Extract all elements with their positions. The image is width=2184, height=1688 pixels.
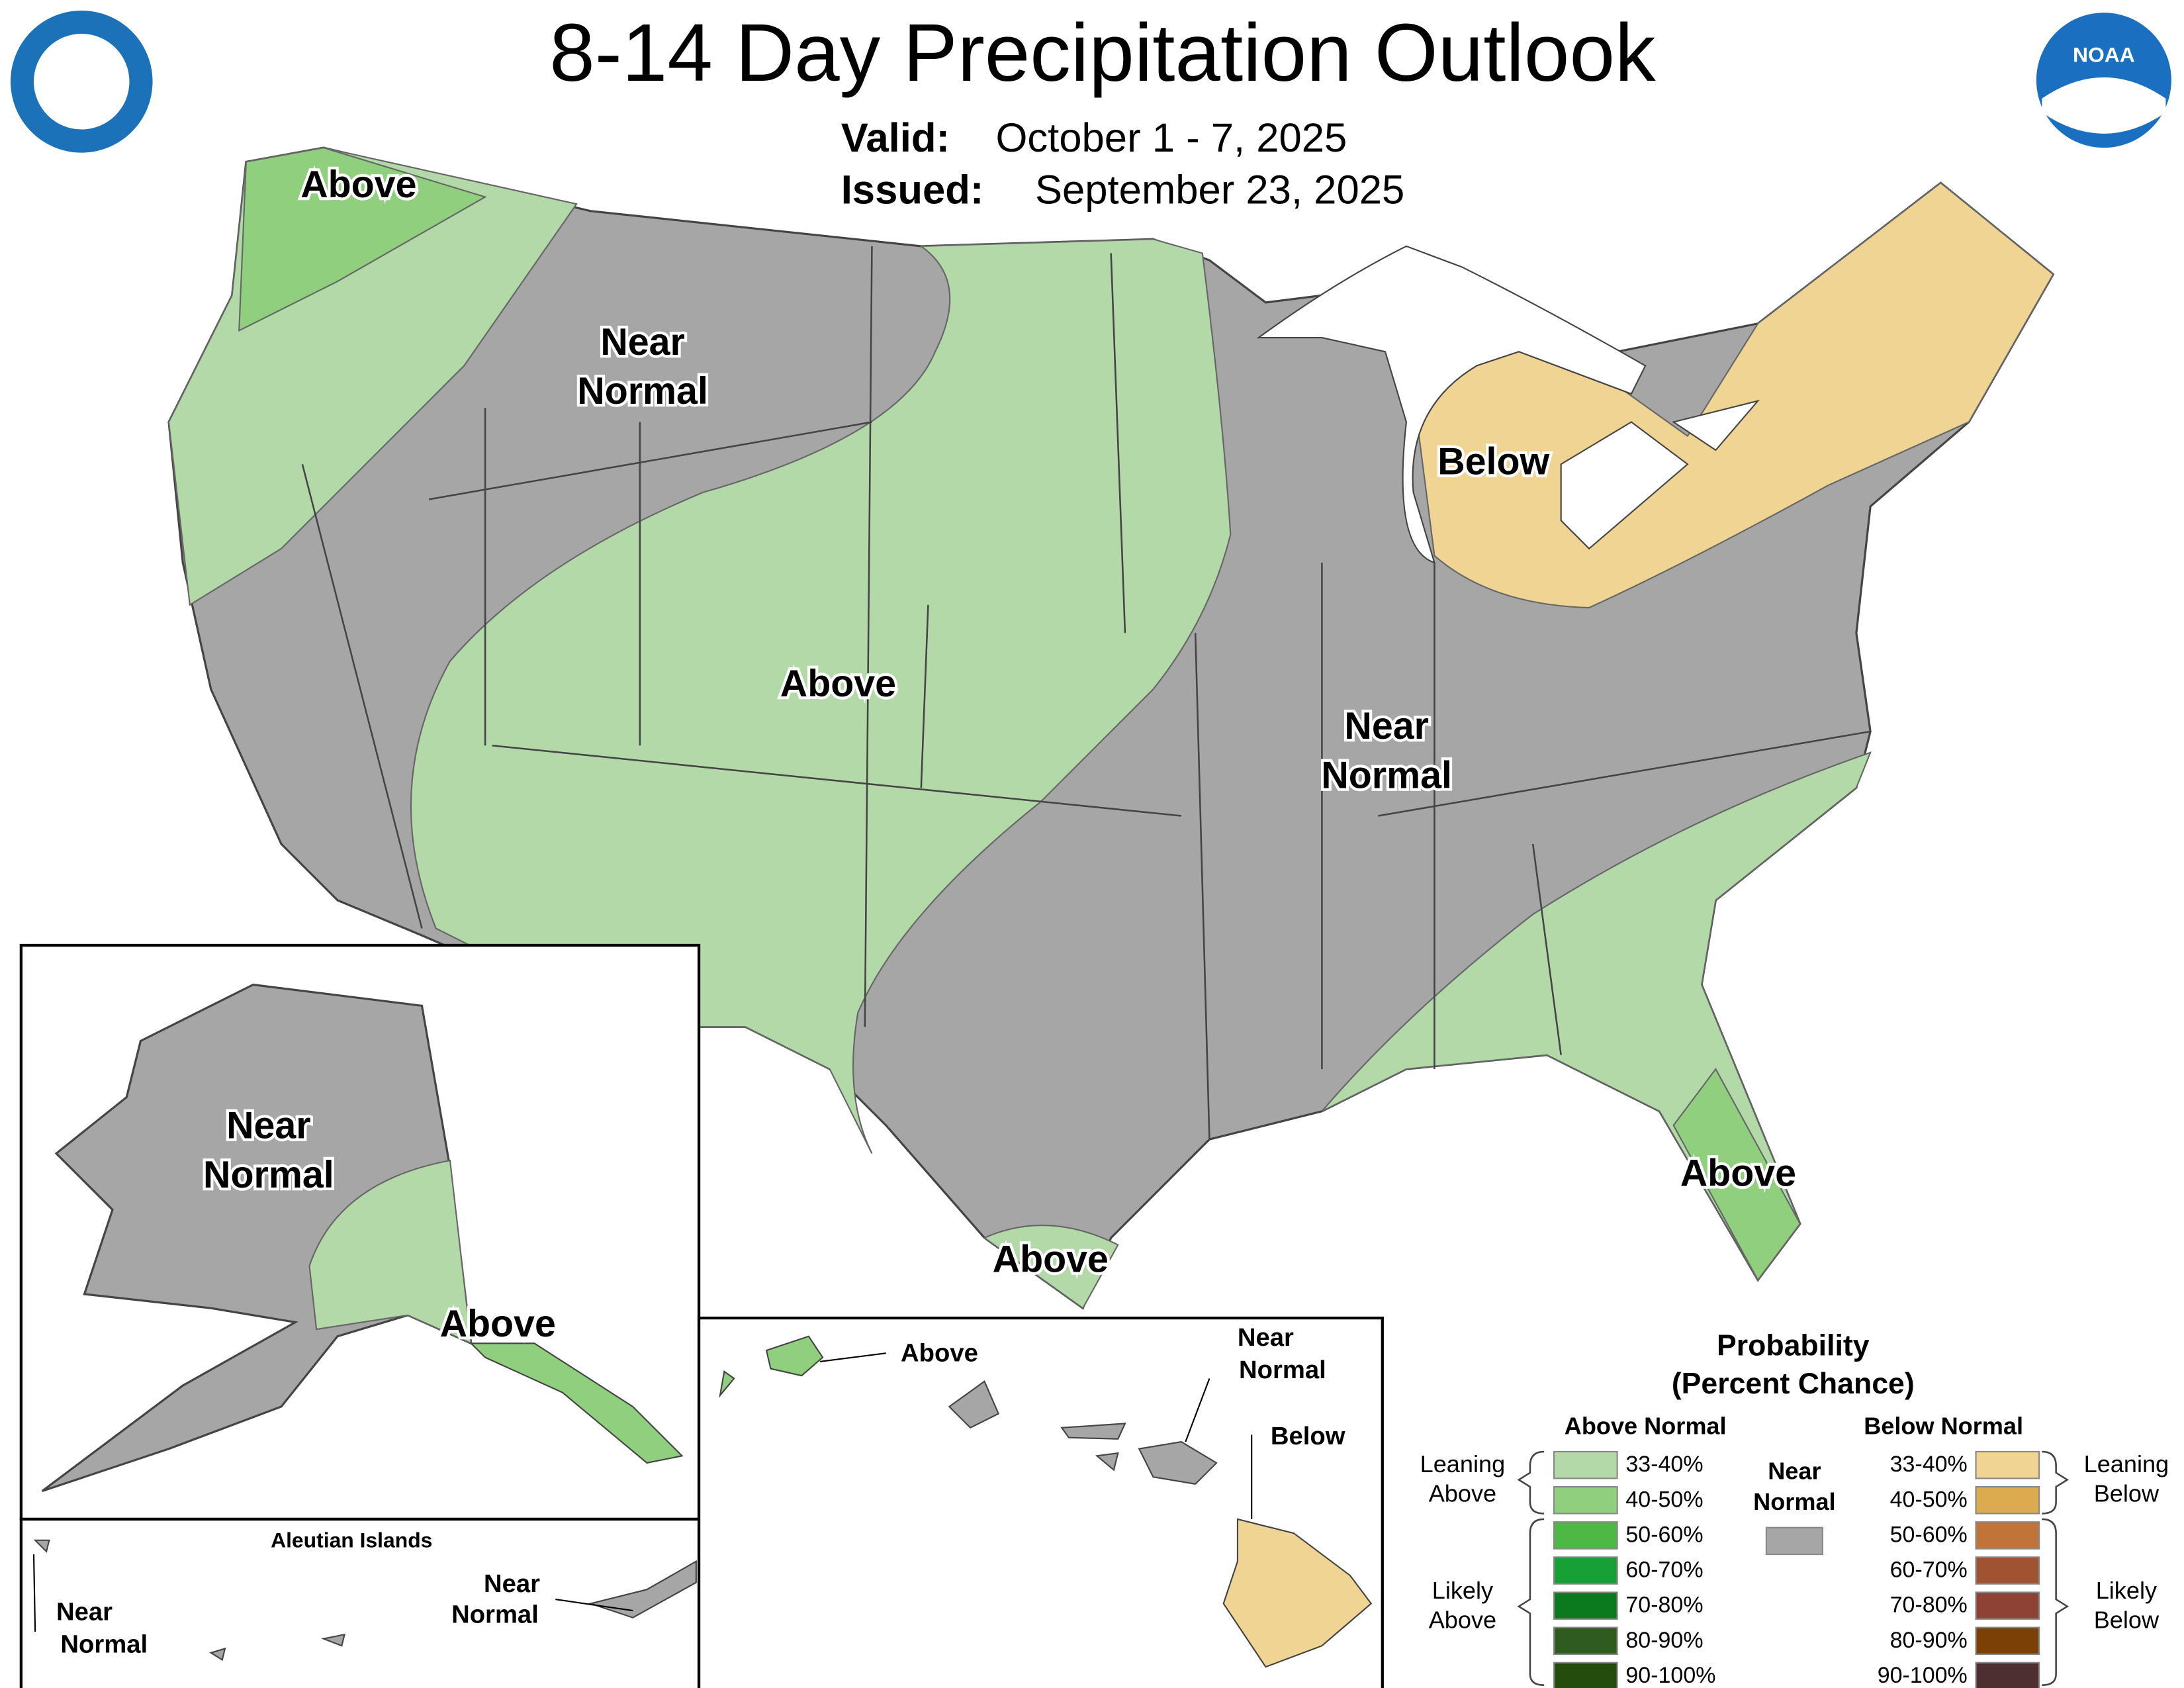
region-label: Above: [300, 164, 416, 206]
leader-line: [555, 1599, 633, 1612]
legend-group: Below: [2094, 1479, 2160, 1507]
legend: Probability (Percent Chance) Above Norma…: [1420, 1330, 2169, 1688]
legend-swatch: [1975, 1486, 2040, 1515]
legend-group: Below: [2094, 1607, 2160, 1634]
hawaii-kauai: [765, 1335, 824, 1377]
legend-item-label: 70-80%: [1890, 1593, 1968, 1618]
legend-item-label: 40-50%: [1890, 1487, 1968, 1512]
legend-swatch: [1553, 1626, 1618, 1656]
region-label: Near: [1344, 705, 1429, 747]
issued-label: Issued:: [841, 167, 984, 212]
legend-brace: [1517, 1450, 1545, 1686]
legend-title: (Percent Chance): [1672, 1368, 1915, 1400]
region-label: Normal: [1321, 754, 1452, 796]
region-label: Normal: [577, 370, 708, 412]
legend-group: Leaning: [1420, 1450, 1506, 1477]
legend-item-label: 80-90%: [1890, 1628, 1968, 1653]
legend-swatch: [1975, 1591, 2040, 1620]
region-label: Above: [993, 1238, 1109, 1280]
legend-swatch: [1553, 1662, 1618, 1688]
region-label: Above: [780, 663, 896, 705]
legend-group: Above: [1429, 1607, 1496, 1634]
aleutian-islands: [33, 1539, 697, 1662]
region-label: Normal: [60, 1630, 148, 1658]
legend-swatch: [1765, 1526, 1823, 1556]
legend-near: Near: [1768, 1457, 1821, 1484]
legend-item-label: 80-90%: [1625, 1628, 1703, 1653]
legend-group: Leaning: [2084, 1450, 2169, 1477]
legend-item-label: 40-50%: [1625, 1487, 1703, 1512]
region-label: Near: [1238, 1323, 1294, 1352]
legend-header: Below Normal: [1864, 1412, 2023, 1439]
leader-line: [32, 1554, 36, 1632]
legend-item-label: 90-100%: [1625, 1663, 1715, 1688]
issued-date: September 23, 2025: [1035, 167, 1404, 212]
legend-swatch: [1553, 1486, 1618, 1515]
legend-swatch: [1975, 1662, 2040, 1688]
region-label: Above: [1680, 1152, 1796, 1195]
alaska-near-normal: [41, 983, 473, 1492]
alaska-above: [308, 1159, 473, 1345]
region-above-central: [410, 238, 1232, 1154]
leader-line: [819, 1352, 886, 1363]
legend-swatch: [1553, 1556, 1618, 1585]
legend-swatch: [1975, 1450, 2040, 1479]
region-label: Near: [56, 1597, 113, 1626]
legend-header: Above Normal: [1565, 1412, 1727, 1439]
hawaii-big-island: [1222, 1518, 1373, 1668]
region-label: Below: [1271, 1422, 1345, 1450]
title: 8-14 Day Precipitation Outlook: [549, 7, 1656, 99]
alaska-above-panhandle: [469, 1342, 684, 1464]
great-lakes: [1256, 245, 1760, 564]
legend-near: Normal: [1753, 1488, 1835, 1515]
legend-swatch: [1553, 1521, 1618, 1550]
state-lines: [301, 246, 1871, 1140]
region-above-wa: [238, 147, 487, 332]
noaa-logo-text: NOAA: [2073, 42, 2135, 66]
legend-item-label: 33-40%: [1625, 1452, 1703, 1477]
legend-item-label: 60-70%: [1625, 1558, 1703, 1583]
hawaii-niihau: [719, 1370, 735, 1398]
inset-title: Aleutian Islands: [271, 1528, 432, 1552]
legend-group: Above: [1429, 1479, 1496, 1507]
legend-group: Likely: [2096, 1577, 2157, 1604]
legend-group: Likely: [1432, 1577, 1493, 1604]
leader-line: [1185, 1378, 1210, 1442]
hawaii-molokai: [1060, 1423, 1126, 1472]
region-label: Near: [484, 1570, 540, 1598]
region-label: Above: [901, 1338, 978, 1367]
legend-brace: [2042, 1450, 2070, 1686]
legend-item-label: 90-100%: [1878, 1663, 1968, 1688]
region-above-south-texas: [983, 1225, 1119, 1309]
legend-item-label: 70-80%: [1625, 1593, 1703, 1618]
region-label: Near: [226, 1104, 311, 1147]
region-above-florida: [1672, 1068, 1801, 1282]
region-label: Normal: [1239, 1356, 1326, 1384]
legend-swatch: [1975, 1556, 2040, 1585]
legend-swatch: [1553, 1591, 1618, 1620]
region-label: Above: [440, 1303, 556, 1345]
valid-dates: October 1 - 7, 2025: [995, 115, 1347, 161]
legend-item-label: 60-70%: [1890, 1558, 1968, 1583]
region-label: Near: [600, 321, 685, 363]
hawaii-oahu: [948, 1380, 1000, 1429]
legend-swatch: [1553, 1450, 1618, 1479]
region-label: Below: [1437, 440, 1549, 483]
doc-seal-inner: [33, 34, 130, 130]
legend-item-label: 50-60%: [1890, 1522, 1968, 1547]
noaa-logo-wave: [2042, 77, 2166, 134]
legend-item-label: 33-40%: [1890, 1452, 1968, 1477]
legend-swatch: [1975, 1626, 2040, 1656]
legend-item-label: 50-60%: [1625, 1522, 1703, 1547]
hawaii-maui: [1138, 1440, 1218, 1485]
region-label: Normal: [451, 1601, 539, 1629]
valid-label: Valid:: [841, 115, 950, 161]
legend-title: Probability: [1717, 1330, 1870, 1362]
region-label: Normal: [203, 1154, 334, 1196]
legend-swatch: [1975, 1521, 2040, 1550]
